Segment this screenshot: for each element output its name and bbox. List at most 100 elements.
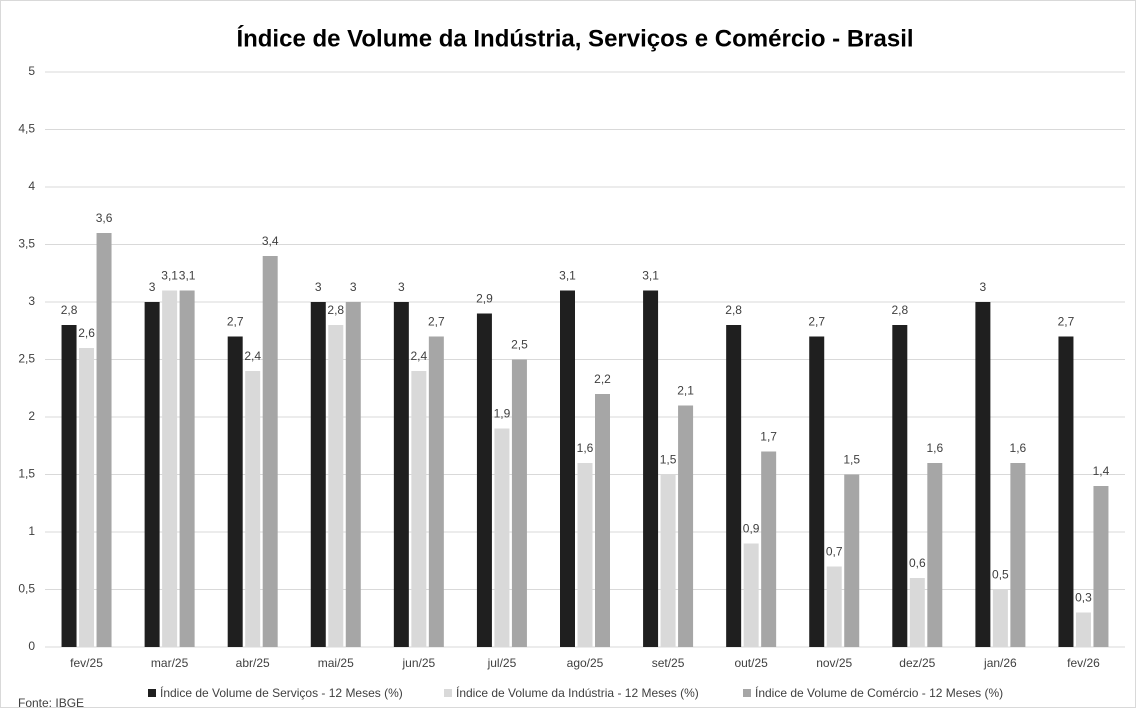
bar <box>328 325 344 647</box>
bar <box>892 325 908 647</box>
bar <box>992 589 1008 647</box>
value-label: 2,6 <box>78 326 95 340</box>
y-tick-label: 0,5 <box>18 582 35 596</box>
x-tick-label: ago/25 <box>567 656 604 670</box>
bar <box>428 336 444 647</box>
bar <box>643 290 659 647</box>
value-label: 3,1 <box>642 269 659 283</box>
x-tick-label: fev/26 <box>1067 656 1100 670</box>
y-tick-label: 3 <box>28 294 35 308</box>
legend-swatch <box>148 689 156 697</box>
bar <box>761 451 777 647</box>
y-tick-label: 3,5 <box>18 237 35 251</box>
legend-swatch <box>743 689 751 697</box>
y-tick-label: 4 <box>28 179 35 193</box>
value-label: 3 <box>350 280 357 294</box>
y-tick-label: 1,5 <box>18 467 35 481</box>
value-label: 2,5 <box>511 338 528 352</box>
value-label: 3,1 <box>179 269 196 283</box>
value-label: 1,6 <box>577 441 594 455</box>
bar <box>61 325 77 647</box>
legend-label: Índice de Volume de Serviços - 12 Meses … <box>160 685 403 700</box>
y-tick-label: 0 <box>28 639 35 653</box>
value-label: 1,6 <box>926 441 943 455</box>
value-label: 2,1 <box>677 384 694 398</box>
bar <box>826 566 842 647</box>
value-label: 2,7 <box>428 315 445 329</box>
value-label: 3,1 <box>559 269 576 283</box>
value-label: 0,7 <box>826 545 843 559</box>
value-label: 2,7 <box>227 315 244 329</box>
bar <box>345 302 361 647</box>
value-label: 1,5 <box>843 453 860 467</box>
y-tick-label: 2,5 <box>18 352 35 366</box>
x-tick-label: dez/25 <box>899 656 935 670</box>
bar <box>726 325 742 647</box>
value-label: 0,3 <box>1075 591 1092 605</box>
bar <box>96 233 112 647</box>
x-tick-label: mai/25 <box>318 656 354 670</box>
bar <box>909 578 925 647</box>
bar <box>560 290 575 647</box>
bar <box>494 428 510 647</box>
value-label: 2,7 <box>1058 315 1075 329</box>
bar <box>511 359 527 647</box>
bar <box>595 394 610 647</box>
bar <box>1093 486 1109 647</box>
value-label: 1,4 <box>1093 464 1110 478</box>
bar <box>393 302 409 647</box>
value-label: 2,7 <box>808 315 825 329</box>
x-tick-label: set/25 <box>652 656 685 670</box>
value-label: 3,6 <box>96 211 113 225</box>
bar <box>227 336 243 647</box>
bar <box>245 371 261 647</box>
bar <box>262 256 278 647</box>
y-tick-label: 2 <box>28 409 35 423</box>
x-tick-label: nov/25 <box>816 656 852 670</box>
value-label: 3 <box>980 280 987 294</box>
bar <box>927 463 943 647</box>
bar <box>1058 336 1074 647</box>
value-label: 2,4 <box>411 349 428 363</box>
bar <box>844 474 860 647</box>
x-tick-label: jun/25 <box>401 656 435 670</box>
value-label: 3 <box>315 280 322 294</box>
value-label: 2,8 <box>327 303 344 317</box>
value-label: 3,1 <box>161 269 178 283</box>
value-label: 0,9 <box>743 522 760 536</box>
legend-label: Índice de Volume da Indústria - 12 Meses… <box>456 685 699 700</box>
bar <box>79 348 95 647</box>
value-label: 3,4 <box>262 234 279 248</box>
y-tick-label: 1 <box>28 524 35 538</box>
bar <box>179 290 195 647</box>
value-label: 0,5 <box>992 568 1009 582</box>
value-label: 2,8 <box>725 303 742 317</box>
x-tick-label: mar/25 <box>151 656 189 670</box>
x-tick-label: out/25 <box>734 656 768 670</box>
value-label: 2,4 <box>244 349 261 363</box>
x-tick-label: jul/25 <box>487 656 517 670</box>
bar <box>162 290 178 647</box>
value-label: 2,8 <box>61 303 78 317</box>
value-label: 2,8 <box>891 303 908 317</box>
bar <box>411 371 427 647</box>
bar <box>809 336 825 647</box>
bar <box>1010 463 1026 647</box>
bar <box>1075 612 1091 647</box>
bar <box>678 405 694 647</box>
bar <box>144 302 160 647</box>
chart-title: Índice de Volume da Indústria, Serviços … <box>236 24 913 52</box>
source: Fonte: IBGE <box>18 696 84 708</box>
value-label: 1,9 <box>494 407 511 421</box>
legend-swatch <box>444 689 452 697</box>
value-label: 1,5 <box>660 453 677 467</box>
value-label: 2,9 <box>476 292 493 306</box>
x-tick-label: fev/25 <box>70 656 103 670</box>
value-label: 1,6 <box>1010 441 1027 455</box>
value-label: 2,2 <box>594 372 611 386</box>
legend-label: Índice de Volume de Comércio - 12 Meses … <box>755 685 1003 700</box>
value-label: 0,6 <box>909 556 926 570</box>
x-tick-label: jan/26 <box>983 656 1017 670</box>
value-label: 3 <box>149 280 156 294</box>
